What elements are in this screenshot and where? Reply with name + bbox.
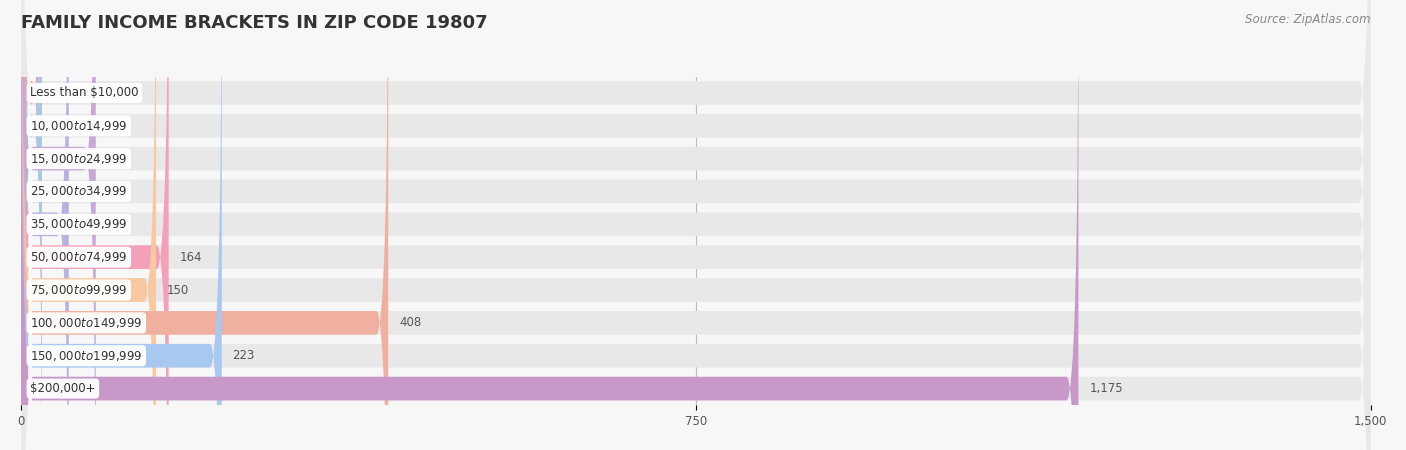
Text: $50,000 to $74,999: $50,000 to $74,999	[30, 250, 128, 264]
Text: Less than $10,000: Less than $10,000	[30, 86, 139, 99]
Text: 23: 23	[52, 86, 67, 99]
Text: 150: 150	[167, 284, 190, 297]
FancyBboxPatch shape	[21, 0, 1371, 450]
FancyBboxPatch shape	[21, 0, 69, 450]
FancyBboxPatch shape	[21, 0, 1371, 450]
Text: FAMILY INCOME BRACKETS IN ZIP CODE 19807: FAMILY INCOME BRACKETS IN ZIP CODE 19807	[21, 14, 488, 32]
Text: 164: 164	[180, 251, 202, 264]
FancyBboxPatch shape	[21, 0, 1371, 450]
Text: 223: 223	[232, 349, 254, 362]
FancyBboxPatch shape	[21, 0, 1371, 450]
Text: 83: 83	[107, 152, 121, 165]
Text: $75,000 to $99,999: $75,000 to $99,999	[30, 283, 128, 297]
Text: $25,000 to $34,999: $25,000 to $34,999	[30, 184, 128, 198]
Text: $15,000 to $24,999: $15,000 to $24,999	[30, 152, 128, 166]
FancyBboxPatch shape	[21, 0, 1371, 450]
Text: 7: 7	[38, 185, 45, 198]
Text: $35,000 to $49,999: $35,000 to $49,999	[30, 217, 128, 231]
FancyBboxPatch shape	[21, 0, 1371, 450]
FancyBboxPatch shape	[21, 0, 169, 450]
Text: $10,000 to $14,999: $10,000 to $14,999	[30, 119, 128, 133]
FancyBboxPatch shape	[21, 0, 222, 450]
Text: 53: 53	[80, 218, 94, 231]
FancyBboxPatch shape	[21, 88, 27, 295]
FancyBboxPatch shape	[21, 0, 42, 450]
Text: 408: 408	[399, 316, 422, 329]
Text: $200,000+: $200,000+	[30, 382, 96, 395]
FancyBboxPatch shape	[21, 0, 96, 450]
FancyBboxPatch shape	[21, 0, 156, 450]
Text: Source: ZipAtlas.com: Source: ZipAtlas.com	[1246, 14, 1371, 27]
FancyBboxPatch shape	[21, 0, 1371, 450]
Text: $150,000 to $199,999: $150,000 to $199,999	[30, 349, 142, 363]
FancyBboxPatch shape	[21, 0, 388, 450]
FancyBboxPatch shape	[21, 0, 1078, 450]
FancyBboxPatch shape	[21, 0, 1371, 450]
FancyBboxPatch shape	[21, 0, 1371, 450]
Text: $100,000 to $149,999: $100,000 to $149,999	[30, 316, 142, 330]
FancyBboxPatch shape	[21, 0, 1371, 450]
FancyBboxPatch shape	[21, 0, 42, 450]
Text: 1,175: 1,175	[1090, 382, 1123, 395]
Text: 23: 23	[52, 119, 67, 132]
